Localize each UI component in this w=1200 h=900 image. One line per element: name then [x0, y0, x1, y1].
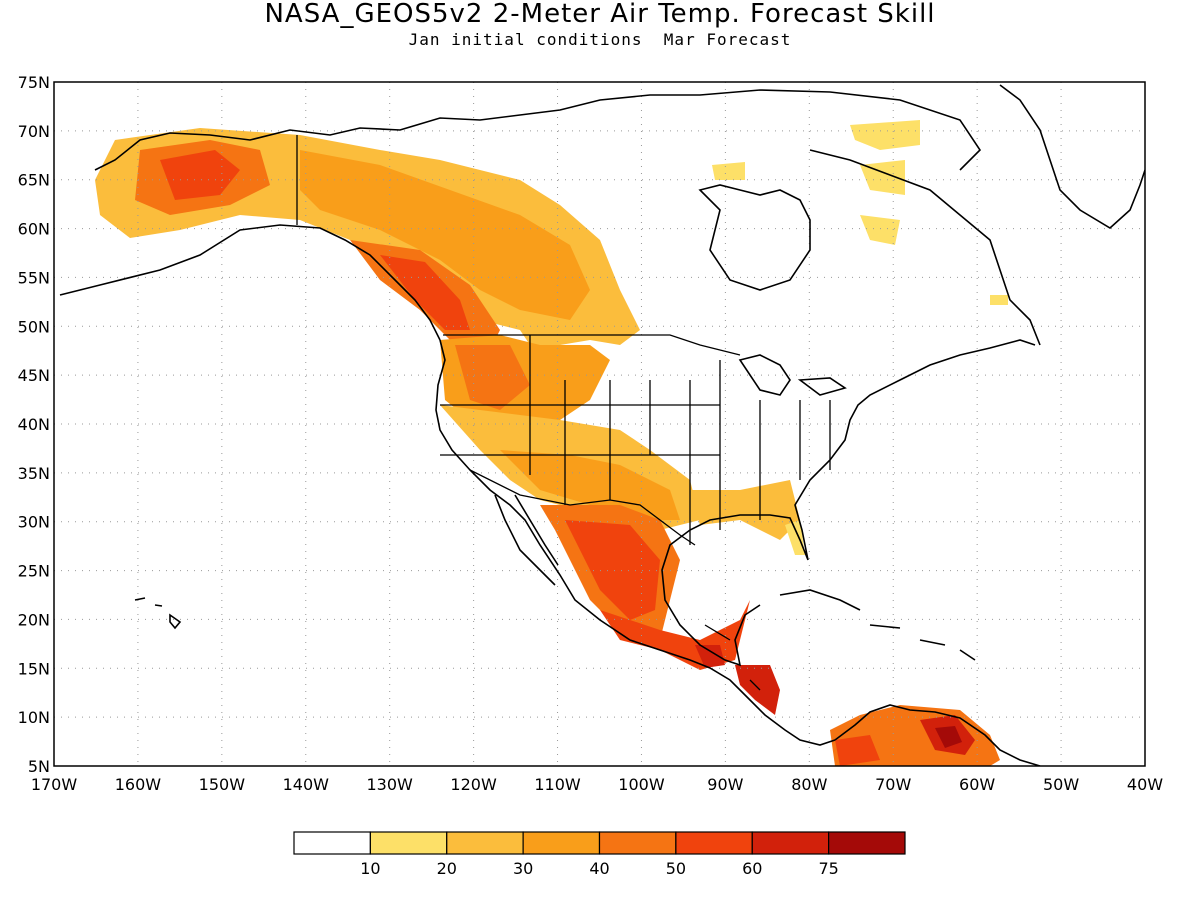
lat-tick-label: 65N [18, 171, 50, 190]
lat-tick-label: 60N [18, 220, 50, 239]
colorbar-label: 50 [666, 859, 686, 878]
skill-shading-layer [95, 120, 1008, 766]
coastline-alaska [59, 89, 982, 341]
latitude-labels: 75N 70N 65N 60N 55N 50N 45N 40N 35N 30N 25N 20N 15N 1… [18, 73, 50, 776]
lon-tick-label: 130W [367, 775, 414, 794]
skill-region-canada-band [300, 150, 590, 320]
skill-region-hudson [712, 162, 745, 180]
border-states [440, 335, 831, 545]
lat-tick-label: 50N [18, 317, 50, 336]
border-us-canada [443, 334, 741, 356]
skill-region-newfoundland [990, 295, 1008, 305]
coastline-baja [494, 494, 559, 586]
colorbar-swatch [675, 831, 753, 855]
map-frame [53, 81, 1146, 767]
lon-tick-label: 100W [618, 775, 665, 794]
coastline-hawaii [134, 597, 182, 630]
coastline-caribbean [779, 589, 976, 661]
colorbar-swatch [293, 831, 371, 855]
colorbar-label: 10 [360, 859, 380, 878]
colorbar-swatch [598, 831, 677, 855]
coastline-gulf-east [661, 339, 1036, 667]
lon-tick-label: 80W [791, 775, 827, 794]
skill-region-s-america-peak [935, 726, 962, 748]
lon-tick-label: 40W [1127, 775, 1163, 794]
colorbar-label: 40 [589, 859, 609, 878]
coastlines [59, 84, 1145, 766]
coastline-hudson [698, 184, 811, 291]
colorbar-swatch [522, 831, 601, 855]
skill-region-bc-core [380, 255, 470, 330]
colorbar-label: 20 [437, 859, 457, 878]
map-title: NASA_GEOS5v2 2-Meter Air Temp. Forecast … [264, 0, 936, 29]
lon-tick-label: 150W [199, 775, 246, 794]
lon-tick-label: 140W [283, 775, 330, 794]
skill-region-yucatan [695, 645, 725, 668]
colorbar: 10 20 30 40 50 60 75 [293, 831, 906, 878]
colorbar-label: 60 [742, 859, 762, 878]
lat-tick-label: 35N [18, 464, 50, 483]
skill-region-alaska-inner [160, 150, 240, 200]
coastline-labrador [809, 149, 1041, 346]
lon-tick-label: 120W [450, 775, 497, 794]
lat-tick-label: 75N [18, 73, 50, 92]
lon-tick-label: 90W [707, 775, 743, 794]
skill-region-s-america-west [835, 735, 880, 766]
skill-region-central-america [735, 665, 780, 715]
border-central-america [704, 624, 761, 691]
lat-tick-label: 30N [18, 513, 50, 532]
skill-region-gulf [690, 480, 800, 540]
skill-region-mexico-core [565, 520, 660, 620]
colorbar-label: 30 [513, 859, 533, 878]
lat-tick-label: 55N [18, 268, 50, 287]
longitude-labels: 170W 160W 150W 140W 130W 120W 110W 100W 90W 80W 70… [31, 775, 1163, 794]
lon-tick-label: 160W [115, 775, 162, 794]
lat-tick-label: 20N [18, 610, 50, 629]
lat-tick-label: 5N [28, 757, 50, 776]
skill-region-pnw-core [455, 345, 530, 410]
borders [296, 135, 831, 691]
lon-tick-label: 170W [31, 775, 78, 794]
map-subtitle: Jan initial conditions Mar Forecast [408, 30, 792, 49]
lat-tick-label: 40N [18, 415, 50, 434]
coastline-s-america [834, 704, 1041, 766]
lon-tick-label: 60W [959, 775, 995, 794]
coastline-west [435, 339, 836, 746]
lon-tick-label: 110W [534, 775, 581, 794]
colorbar-label: 75 [818, 859, 838, 878]
lat-tick-label: 10N [18, 708, 50, 727]
colorbar-swatch [828, 831, 906, 855]
lat-tick-label: 15N [18, 659, 50, 678]
lat-tick-label: 45N [18, 366, 50, 385]
skill-region-southwest-core [500, 450, 680, 520]
coastline-great-lakes [738, 354, 847, 396]
colorbar-swatch [446, 831, 524, 855]
skill-region-labrador [850, 120, 920, 150]
skill-region-quebec [860, 215, 900, 245]
lat-tick-label: 25N [18, 562, 50, 581]
colorbar-swatch [751, 831, 830, 855]
colorbar-swatch [369, 831, 448, 855]
skill-region-florida [785, 520, 805, 555]
lat-tick-label: 70N [18, 122, 50, 141]
lon-tick-label: 50W [1043, 775, 1079, 794]
lon-tick-label: 70W [875, 775, 911, 794]
coastline-greenland [999, 84, 1145, 229]
